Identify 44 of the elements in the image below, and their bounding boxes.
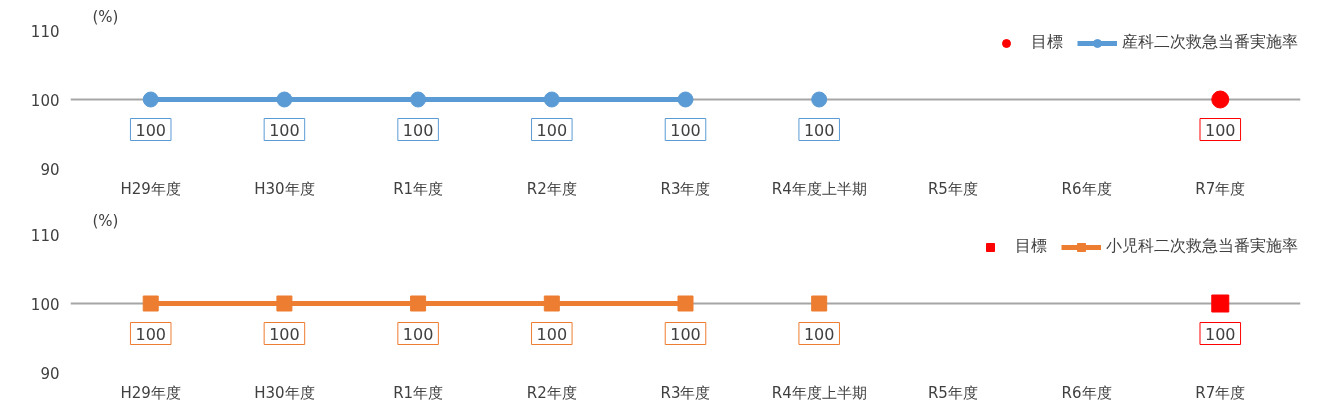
x-tick-label: R1年度 xyxy=(393,179,444,198)
legend-label: 目標 xyxy=(1015,236,1047,257)
y-tick-label: 100 xyxy=(30,295,60,314)
x-tick-label: H30年度 xyxy=(254,383,315,402)
x-tick-label: R2年度 xyxy=(526,383,577,402)
x-tick-label: H30年度 xyxy=(254,179,315,198)
x-tick-label: R2年度 xyxy=(526,179,577,198)
data-label: 100 xyxy=(1205,324,1236,344)
x-tick-label: R7年度 xyxy=(1195,383,1246,402)
x-tick-label: R6年度 xyxy=(1061,383,1112,402)
x-tick-label: R4年度上半期 xyxy=(771,383,867,402)
data-label: 100 xyxy=(269,324,300,344)
x-tick-label: R3年度 xyxy=(660,179,711,198)
data-label: 100 xyxy=(135,324,166,344)
data-label: 100 xyxy=(402,120,434,140)
x-tick-label: R3年度 xyxy=(660,383,711,402)
data-label: 100 xyxy=(135,120,166,140)
y-tick-label: 110 xyxy=(30,22,60,41)
x-tick-label: R5年度 xyxy=(927,179,978,198)
x-tick-label: R1年度 xyxy=(393,383,444,402)
x-tick-label: R4年度上半期 xyxy=(771,179,867,198)
x-tick-label: H29年度 xyxy=(120,383,181,402)
y-tick-label: 110 xyxy=(30,226,60,245)
x-tick-label: R6年度 xyxy=(1061,179,1112,198)
data-label: 100 xyxy=(402,324,434,344)
data-label: 100 xyxy=(536,324,568,344)
legend-label: 産科二次救急当番実施率 xyxy=(1122,32,1298,53)
x-tick-label: R7年度 xyxy=(1195,179,1246,198)
data-label: 100 xyxy=(670,324,701,344)
y-tick-label: 100 xyxy=(30,91,60,110)
data-label: 100 xyxy=(1205,120,1236,140)
x-tick-label: R5年度 xyxy=(927,383,978,402)
data-label: 100 xyxy=(803,324,835,344)
data-label: 100 xyxy=(536,120,568,140)
y-axis-title: (%) xyxy=(92,211,119,230)
legend-label: 小児科二次救急当番実施率 xyxy=(1106,236,1298,257)
y-tick-label: 90 xyxy=(40,160,60,179)
y-tick-label: 90 xyxy=(40,364,60,383)
data-label: 100 xyxy=(269,120,300,140)
legend-label: 目標 xyxy=(1031,32,1063,53)
data-label: 100 xyxy=(670,120,701,140)
y-axis-title: (%) xyxy=(92,7,119,26)
data-label: 100 xyxy=(803,120,835,140)
x-tick-label: H29年度 xyxy=(120,179,181,198)
